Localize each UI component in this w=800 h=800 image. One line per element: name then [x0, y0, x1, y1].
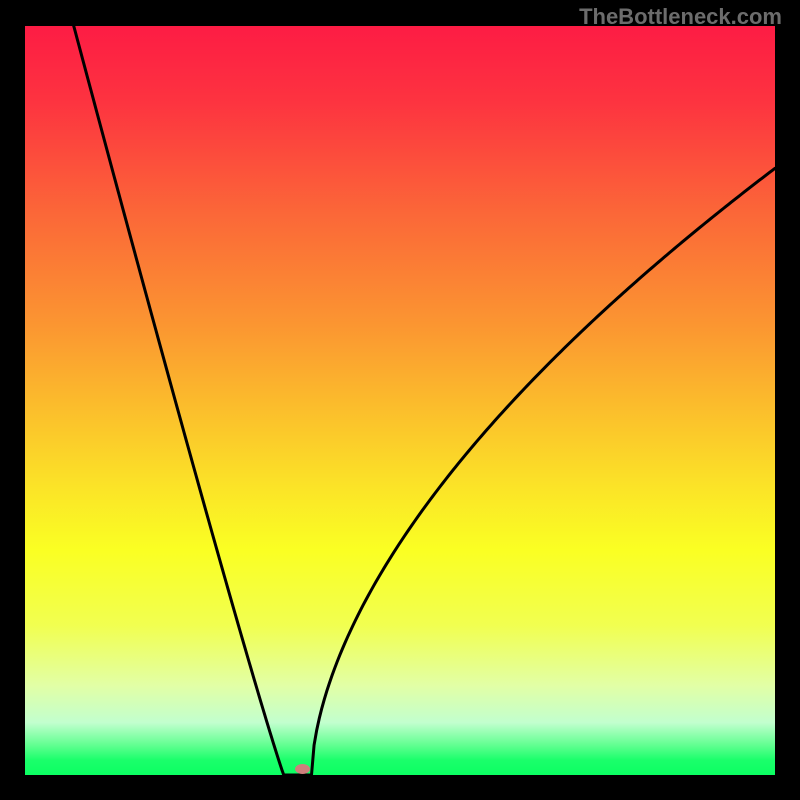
plot-background	[25, 26, 775, 775]
chart-svg	[0, 0, 800, 800]
watermark-text: TheBottleneck.com	[579, 4, 782, 30]
bottleneck-chart	[0, 0, 800, 800]
minimum-marker	[295, 764, 310, 774]
